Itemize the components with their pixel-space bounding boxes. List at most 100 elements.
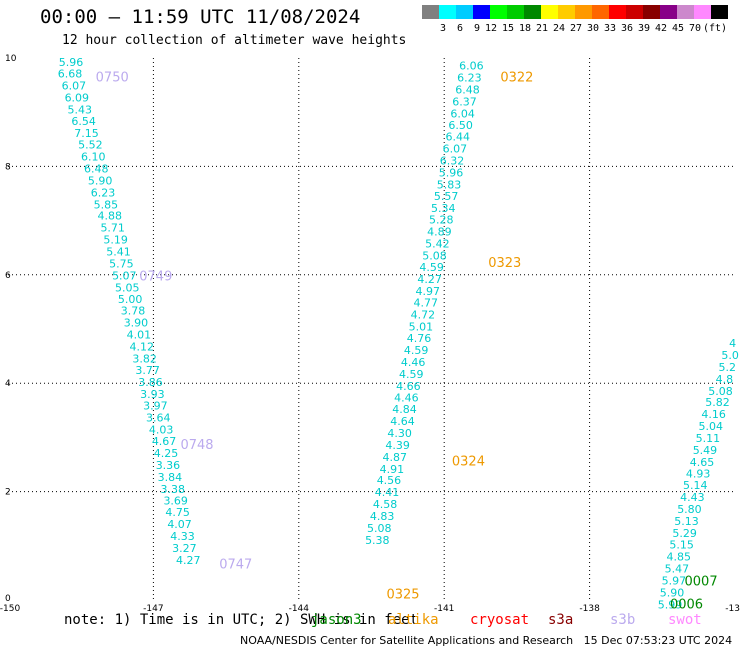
wave-height-label: 5.08 bbox=[367, 522, 392, 535]
satellite-name: jason3 bbox=[311, 612, 362, 628]
wave-height-label: 6.50 bbox=[448, 119, 473, 132]
wave-height-label: 5.82 bbox=[705, 396, 730, 409]
wave-height-label: 4.43 bbox=[680, 491, 705, 504]
wave-height-label: 4.30 bbox=[387, 427, 412, 440]
pass-time-label: 0323 bbox=[488, 256, 521, 271]
wave-height-label: 4.89 bbox=[427, 225, 452, 238]
wave-height-label: 6.07 bbox=[443, 143, 468, 156]
wave-height-label: 4 bbox=[729, 337, 736, 350]
wave-height-label: 5.57 bbox=[434, 190, 459, 203]
wave-height-label: 5.83 bbox=[437, 178, 462, 191]
wave-height-label: 4.12 bbox=[130, 340, 155, 353]
wave-height-label: 5.14 bbox=[683, 479, 708, 492]
wave-height-label: 4.39 bbox=[385, 439, 410, 452]
legend-label: 42 bbox=[654, 23, 667, 34]
wave-height-label: 4.67 bbox=[152, 435, 177, 448]
pass-time-label: 0749 bbox=[139, 269, 172, 284]
wave-height-label: 6.37 bbox=[452, 95, 477, 108]
wave-height-label: 5.52 bbox=[78, 139, 103, 152]
wave-height-label: 3.77 bbox=[135, 364, 160, 377]
credit-line: NOAA/NESDIS Center for Satellite Applica… bbox=[240, 634, 733, 647]
wave-height-label: 5.08 bbox=[422, 249, 447, 262]
wave-height-label: 4.84 bbox=[392, 403, 417, 416]
wave-height-label: 3.27 bbox=[172, 542, 197, 555]
wave-height-label: 5.85 bbox=[94, 198, 119, 211]
wave-height-label: 6.54 bbox=[71, 115, 96, 128]
wave-height-label: 5.07 bbox=[112, 269, 137, 282]
wave-height-label: 3.64 bbox=[146, 411, 171, 424]
wave-height-label: 4.91 bbox=[380, 463, 405, 476]
wave-height-label: 5.90 bbox=[88, 174, 113, 187]
legend-label: 15 bbox=[501, 23, 514, 34]
wave-height-label: 5.34 bbox=[431, 202, 456, 215]
legend-swatch bbox=[592, 5, 609, 19]
legend-label: 6 bbox=[456, 23, 463, 34]
satellite-name: cryosat bbox=[470, 612, 530, 628]
wave-height-label: 5.47 bbox=[665, 563, 690, 576]
wave-height-label: 6.44 bbox=[446, 131, 471, 144]
map-title: 00:00 – 11:59 UTC 11/08/2024 bbox=[40, 6, 361, 28]
wave-height-label: 6.23 bbox=[91, 186, 116, 199]
wave-height-label: 4.16 bbox=[701, 408, 726, 421]
wave-height-label: 5.97 bbox=[662, 574, 687, 587]
legend-swatch bbox=[677, 5, 694, 19]
pass-time-label: 0322 bbox=[500, 70, 533, 85]
wave-height-label: 5.28 bbox=[429, 214, 454, 227]
wave-height-label: 4.83 bbox=[370, 510, 395, 523]
wave-height-label: 4.59 bbox=[404, 344, 429, 357]
wave-height-label: 6.04 bbox=[450, 107, 475, 120]
y-tick-label: 10 bbox=[5, 54, 17, 64]
wave-height-label: 3.82 bbox=[132, 352, 157, 365]
wave-height-label: 5.29 bbox=[672, 527, 697, 540]
wave-height-label: 7.15 bbox=[74, 127, 99, 140]
wave-height-label: 5.13 bbox=[674, 515, 699, 528]
legend-swatch bbox=[422, 5, 439, 19]
wave-height-label: 3.78 bbox=[121, 305, 146, 318]
wave-height-label: 5.01 bbox=[409, 320, 434, 333]
wave-height-label: 5.71 bbox=[100, 222, 125, 235]
legend-label: 24 bbox=[552, 23, 565, 34]
legend-swatch bbox=[524, 5, 541, 19]
wave-height-label: 4.01 bbox=[127, 328, 152, 341]
legend-label: 27 bbox=[569, 23, 582, 34]
pass-time-label: 0007 bbox=[685, 574, 718, 589]
wave-height-label: 5.49 bbox=[693, 444, 718, 457]
wave-height-label: 5.90 bbox=[660, 586, 685, 599]
legend-unit: (ft) bbox=[703, 23, 728, 34]
x-tick-label: -144 bbox=[289, 604, 310, 614]
legend-label: 33 bbox=[603, 23, 616, 34]
pass-time-label: 0006 bbox=[670, 597, 703, 612]
wave-height-label: 5.2 bbox=[718, 361, 736, 374]
legend-swatch bbox=[456, 5, 473, 19]
map-subtitle: 12 hour collection of altimeter wave hei… bbox=[62, 33, 407, 48]
satellite-name: s3a bbox=[548, 612, 574, 628]
wave-height-label: 4.59 bbox=[419, 261, 444, 274]
x-tick-label: -13 bbox=[725, 604, 740, 614]
wave-height-label: 3.38 bbox=[161, 483, 186, 496]
legend-swatch bbox=[643, 5, 660, 19]
pass-time-label: 0747 bbox=[219, 558, 252, 573]
legend-label: 30 bbox=[586, 23, 599, 34]
wave-height-label: 5.05 bbox=[115, 281, 140, 294]
legend-swatch bbox=[711, 5, 728, 19]
legend-label: 3 bbox=[439, 23, 446, 34]
y-tick-label: 8 bbox=[5, 162, 11, 172]
wave-height-label: 3.84 bbox=[158, 471, 183, 484]
wave-height-label: 4.65 bbox=[690, 456, 715, 469]
wave-height-label: 5.96 bbox=[59, 56, 84, 69]
wave-height-label: 6.48 bbox=[84, 163, 109, 176]
legend-label: 18 bbox=[518, 23, 531, 34]
wave-height-label: 6.32 bbox=[440, 154, 465, 167]
wave-height-label: 4.03 bbox=[149, 423, 174, 436]
wave-height-label: 3.90 bbox=[124, 316, 149, 329]
pass-time-label: 0325 bbox=[386, 587, 419, 602]
wave-height-label: 5.00 bbox=[118, 293, 143, 306]
wave-height-label: 3.86 bbox=[138, 376, 163, 389]
wave-height-label: 5.0 bbox=[721, 349, 739, 362]
wave-height-label: 5.08 bbox=[708, 385, 733, 398]
legend-swatch bbox=[609, 5, 626, 19]
wave-height-label: 4.72 bbox=[411, 308, 436, 321]
wave-height-label: 4.66 bbox=[396, 380, 421, 393]
wave-height-label: 6.06 bbox=[459, 60, 484, 73]
